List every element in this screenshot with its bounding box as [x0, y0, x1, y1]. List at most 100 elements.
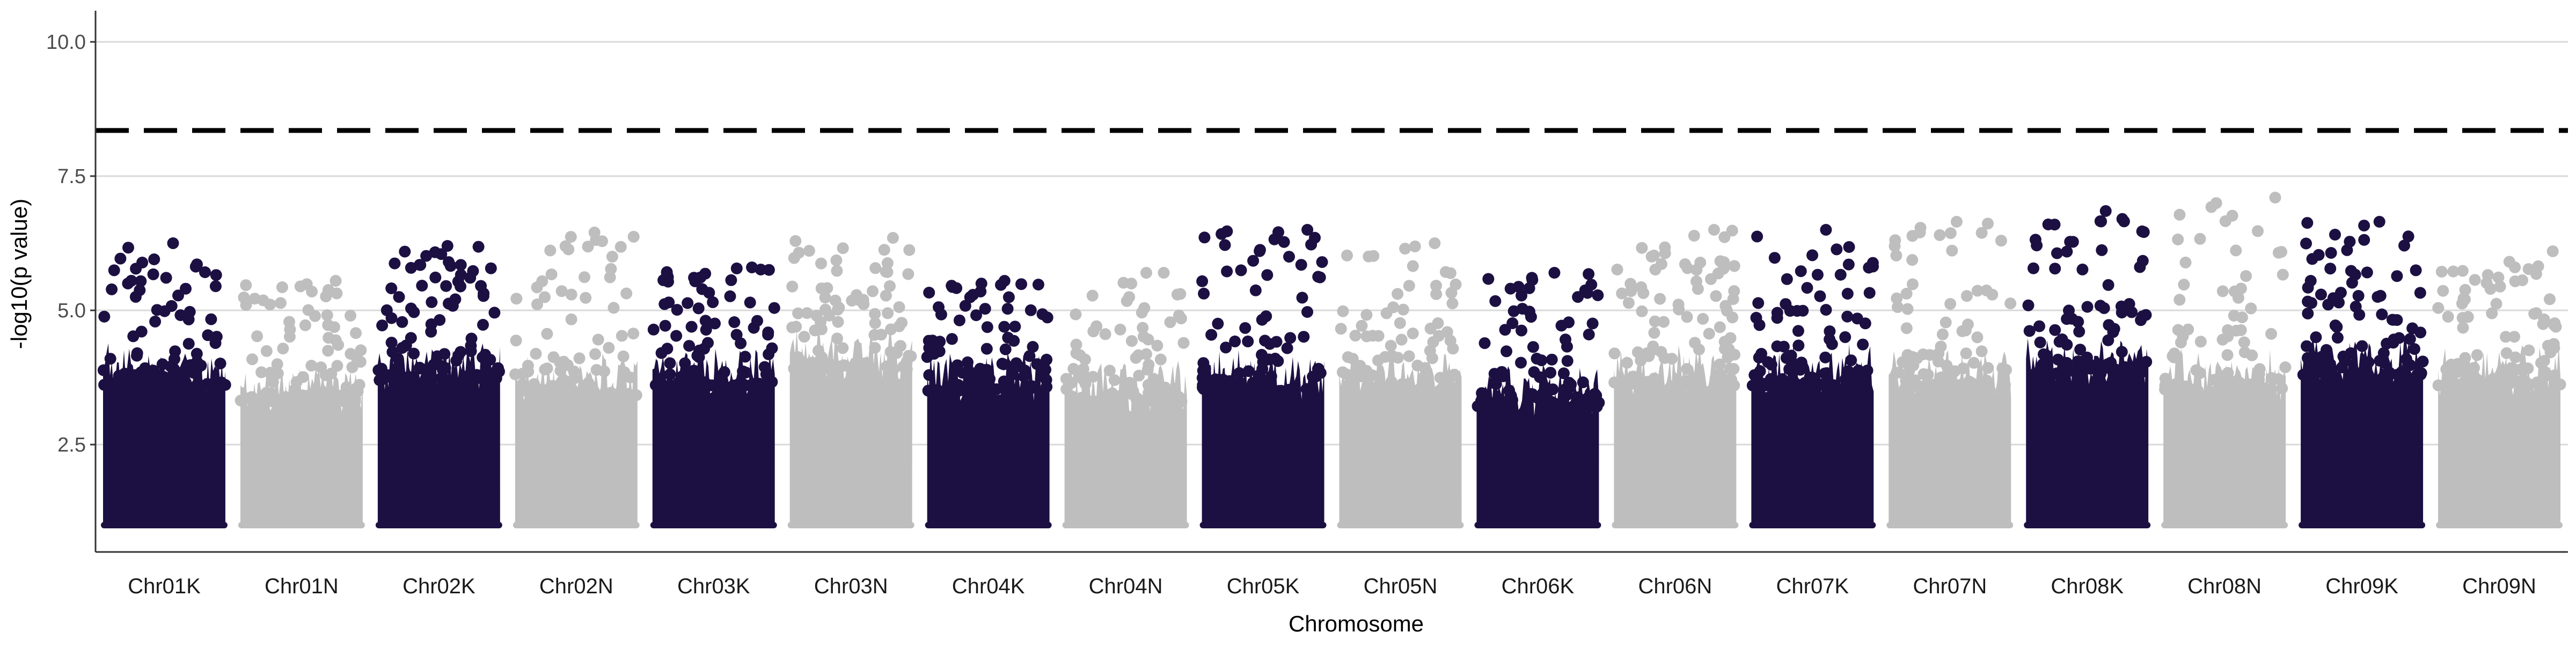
snp-point	[1863, 287, 1876, 299]
snp-point	[1295, 259, 1307, 271]
snp-point	[789, 235, 802, 247]
snp-point	[2076, 263, 2089, 275]
snp-point	[893, 301, 905, 313]
snp-point	[990, 383, 1002, 395]
snp-point	[1806, 249, 1818, 261]
snp-point	[1765, 359, 1777, 371]
snp-point	[739, 351, 751, 363]
snp-point	[1962, 318, 1974, 331]
snp-point	[2159, 383, 2171, 396]
snp-point	[1208, 384, 1220, 397]
snp-point	[536, 275, 548, 287]
snp-point	[1335, 323, 1347, 335]
snp-point	[2302, 281, 2314, 294]
snp-point	[1018, 370, 1030, 382]
snp-point	[1023, 350, 1036, 362]
snp-point	[2344, 368, 2357, 381]
snp-point	[1099, 328, 1111, 340]
dense-point-cloud	[377, 343, 500, 525]
snp-point	[1768, 380, 1780, 391]
snp-point	[2361, 266, 2373, 279]
snp-point	[1432, 317, 1444, 329]
snp-point	[559, 240, 572, 252]
snp-point	[2301, 352, 2314, 364]
data-points	[97, 192, 2566, 528]
snp-point	[2297, 369, 2309, 381]
peak-snp-point	[1429, 237, 1441, 249]
snp-point	[323, 332, 335, 344]
snp-point	[1002, 382, 1014, 394]
snp-point	[2134, 261, 2146, 273]
snp-point	[946, 333, 958, 345]
snp-point	[2194, 336, 2207, 348]
snp-point	[332, 339, 345, 351]
snp-point	[2049, 324, 2061, 336]
snp-point	[1337, 305, 1349, 317]
snp-point	[1221, 225, 1233, 237]
snp-point	[2544, 346, 2557, 359]
snp-point	[2331, 331, 2344, 344]
chromosome-chr02k	[372, 240, 505, 528]
snp-point	[131, 347, 143, 359]
snp-point	[271, 358, 283, 370]
snp-point	[265, 368, 277, 380]
snp-point	[1002, 291, 1015, 303]
point-floor	[513, 522, 640, 528]
snp-point	[1087, 325, 1100, 338]
snp-point	[1506, 394, 1518, 406]
snp-point	[1953, 379, 1965, 391]
snp-point	[1256, 363, 1269, 375]
snp-point	[688, 272, 700, 284]
peak-snp-point	[887, 232, 899, 244]
snp-point	[1175, 312, 1187, 325]
snp-point	[2172, 234, 2184, 245]
snp-point	[2004, 297, 2017, 310]
snp-point	[1583, 329, 1595, 340]
snp-point	[1496, 366, 1508, 378]
snp-point	[2116, 213, 2128, 225]
snp-point	[1131, 394, 1143, 406]
snp-point	[437, 364, 449, 376]
snp-point	[819, 303, 831, 316]
snp-point	[521, 386, 533, 398]
snp-point	[2029, 234, 2041, 246]
snp-point	[2458, 360, 2470, 372]
snp-point	[1242, 365, 1255, 377]
snp-point	[703, 287, 715, 299]
snp-point	[902, 268, 914, 280]
snp-point	[1086, 289, 1099, 302]
snp-point	[2442, 375, 2454, 387]
snp-point	[1694, 376, 1706, 389]
snp-point	[472, 241, 485, 253]
snp-point	[455, 259, 467, 271]
snp-point	[2447, 265, 2460, 278]
snp-point	[2312, 249, 2325, 261]
snp-point	[1918, 368, 1930, 380]
snp-point	[2435, 266, 2448, 278]
snp-point	[1611, 264, 1623, 275]
snp-point	[565, 231, 577, 243]
snp-point	[1133, 369, 1145, 382]
snp-point	[1156, 390, 1168, 403]
snp-point	[1137, 322, 1149, 334]
snp-point	[2063, 304, 2075, 317]
snp-point	[1724, 362, 1736, 375]
snp-point	[1900, 287, 1913, 300]
snp-point	[1975, 227, 1988, 239]
snp-point	[837, 342, 849, 354]
snp-point	[2445, 359, 2457, 370]
snp-point	[933, 345, 946, 358]
point-floor	[1612, 522, 1739, 528]
snp-point	[2116, 346, 2128, 358]
snp-point	[1164, 316, 1176, 329]
snp-point	[1750, 311, 1762, 324]
snp-point	[556, 381, 568, 394]
snp-point	[1008, 335, 1020, 347]
snp-point	[1672, 299, 1685, 311]
chromosome-chr04n	[1060, 267, 1190, 528]
snp-point	[1924, 349, 1936, 361]
snp-point	[1680, 375, 1692, 387]
snp-point	[897, 361, 909, 373]
snp-point	[184, 359, 196, 371]
snp-point	[1177, 337, 1190, 349]
